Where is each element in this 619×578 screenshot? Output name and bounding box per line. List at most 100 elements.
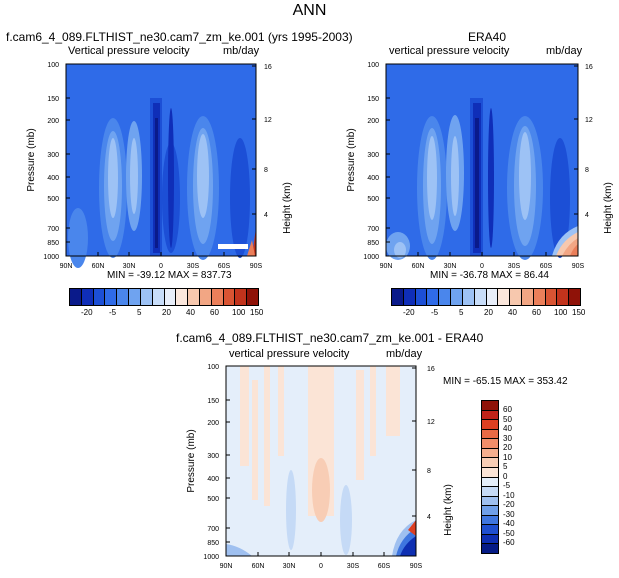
panel3-tick-500: 500 <box>207 496 219 503</box>
panel3-tick-700: 700 <box>207 526 219 533</box>
colorbar-swatch <box>198 289 211 305</box>
panel3-cb-label: 0 <box>503 471 508 481</box>
colorbar-swatch <box>104 289 117 305</box>
panel1-lat-90n: 90N <box>60 263 73 270</box>
panel1-tick-200: 200 <box>47 118 59 125</box>
colorbar-swatch <box>175 289 188 305</box>
panel3-height-ticks: 4 8 12 16 <box>412 366 435 521</box>
panel1-lat-30n: 30N <box>123 263 136 270</box>
panel1-htick-8: 8 <box>264 167 268 174</box>
panel1-cb-label: 60 <box>210 308 219 317</box>
colorbar-swatch <box>520 289 533 305</box>
panel2-tick-1000: 1000 <box>363 254 379 261</box>
panel2-cb-label: 40 <box>508 308 517 317</box>
colorbar-swatch <box>80 289 93 305</box>
panel3-field <box>226 366 416 556</box>
colorbar-swatch <box>461 289 474 305</box>
panel2-htick-16: 16 <box>585 64 593 71</box>
panel3-stats: MIN = -65.15 MAX = 353.42 <box>443 376 568 387</box>
panel3-cb-label: -40 <box>503 519 515 528</box>
panel3-lat-60n: 60N <box>252 563 265 570</box>
colorbar-swatch <box>482 514 498 525</box>
colorbar-swatch <box>116 289 129 305</box>
colorbar-swatch <box>485 289 498 305</box>
colorbar-swatch <box>482 447 498 458</box>
panel3-lat-0: 0 <box>319 563 323 570</box>
colorbar-swatch <box>532 289 545 305</box>
panel3-cb-label: -50 <box>503 528 515 538</box>
colorbar-swatch <box>482 533 498 544</box>
panel2-tick-400: 400 <box>367 175 379 182</box>
colorbar-swatch <box>210 289 223 305</box>
panel3-lat-ticks: 90N 60N 30N 0 30S 60S 90S <box>220 552 423 570</box>
panel2-cb-label: 60 <box>532 308 541 317</box>
panel3-tick-200: 200 <box>207 420 219 427</box>
panel3-cb-label: -30 <box>503 509 515 519</box>
colorbar-swatch <box>482 524 498 534</box>
panel1-cb-label: 5 <box>137 308 142 317</box>
panel2-cb-label: 5 <box>459 308 464 317</box>
panel3-ylabel-right: Height (km) <box>443 484 454 536</box>
panel3-htick-8: 8 <box>427 468 431 475</box>
panel3-pressure-ticks: 100 150 200 300 400 500 700 850 1000 <box>203 364 230 561</box>
colorbar-swatch <box>497 289 510 305</box>
colorbar-swatch <box>482 495 498 506</box>
panel2-htick-8: 8 <box>585 167 589 174</box>
panel3-cb-label: 50 <box>503 414 512 424</box>
colorbar-swatch <box>482 457 498 467</box>
panel3-htick-12: 12 <box>427 419 435 426</box>
colorbar-swatch <box>246 289 258 305</box>
panel2-title: ERA40 <box>468 30 507 44</box>
panel1-tick-500: 500 <box>47 196 59 203</box>
panel3-cb-label: -5 <box>503 481 511 490</box>
colorbar-swatch <box>482 419 498 429</box>
panel1-ylabel-right: Height (km) <box>282 182 293 234</box>
colorbar-swatch <box>482 409 498 420</box>
panel1-title: f.cam6_4_089.FLTHIST_ne30.cam7_zm_ke.001… <box>6 30 353 44</box>
panel3-lat-90n: 90N <box>220 563 233 570</box>
colorbar-swatch <box>151 289 164 305</box>
panel1-tick-1000: 1000 <box>43 254 59 261</box>
colorbar-swatch <box>450 289 462 305</box>
panel2-units-label: mb/day <box>546 45 583 57</box>
panel3-cb-label: 60 <box>503 405 512 414</box>
panel3-tick-1000: 1000 <box>203 554 219 561</box>
panel2-tick-700: 700 <box>367 226 379 233</box>
panel3-cb-label: 20 <box>503 443 512 452</box>
panel2-colorbar-labels: -20 -5 5 20 40 60 100 150 <box>391 308 585 320</box>
panel1-cb-label: 100 <box>232 308 246 317</box>
panel3-tick-150: 150 <box>207 398 219 405</box>
colorbar-swatch <box>482 401 498 410</box>
panel1-cb-label: 150 <box>250 308 264 317</box>
panel1-tick-400: 400 <box>47 175 59 182</box>
panel2-stats: MIN = -36.78 MAX = 86.44 <box>430 270 549 281</box>
panel2-tick-200: 200 <box>367 118 379 125</box>
panel1-lat-0: 0 <box>159 263 163 270</box>
panel3-htick-16: 16 <box>427 366 435 373</box>
panel3-tick-300: 300 <box>207 453 219 460</box>
panel2-cb-label: -5 <box>431 308 439 317</box>
panel2-ylabel: Pressure (mb) <box>346 128 357 191</box>
panel1-lat-ticks: 90N 60N 30N 0 30S 60S 90S <box>60 252 263 270</box>
panel3-chart: 100 150 200 300 400 500 700 850 1000 4 8… <box>186 364 454 570</box>
panel1-cb-label: 20 <box>162 308 171 317</box>
panel3-lat-30n: 30N <box>283 563 296 570</box>
panel3-colorbar <box>481 400 499 554</box>
colorbar-swatch <box>426 289 439 305</box>
panel1-htick-16: 16 <box>264 64 272 71</box>
colorbar-swatch <box>482 486 498 496</box>
panel1-tick-300: 300 <box>47 152 59 159</box>
panel3-variable-label: vertical pressure velocity <box>229 348 350 360</box>
panel1-colorbar-labels: -20 -5 5 20 40 60 100 150 <box>69 308 263 320</box>
panel1-tick-100: 100 <box>47 62 59 69</box>
panel2-tick-150: 150 <box>367 96 379 103</box>
colorbar-swatch <box>402 289 415 305</box>
panel1-colorbar <box>69 288 259 306</box>
colorbar-swatch <box>234 289 247 305</box>
panel1-field <box>66 64 256 268</box>
panel1-height-ticks: 4 8 12 16 <box>252 64 272 219</box>
panel2-cb-label: -20 <box>403 308 415 317</box>
panel3-lat-90s: 90S <box>410 563 423 570</box>
panel2-tick-300: 300 <box>367 152 379 159</box>
panel2-variable-label: vertical pressure velocity <box>389 45 510 57</box>
